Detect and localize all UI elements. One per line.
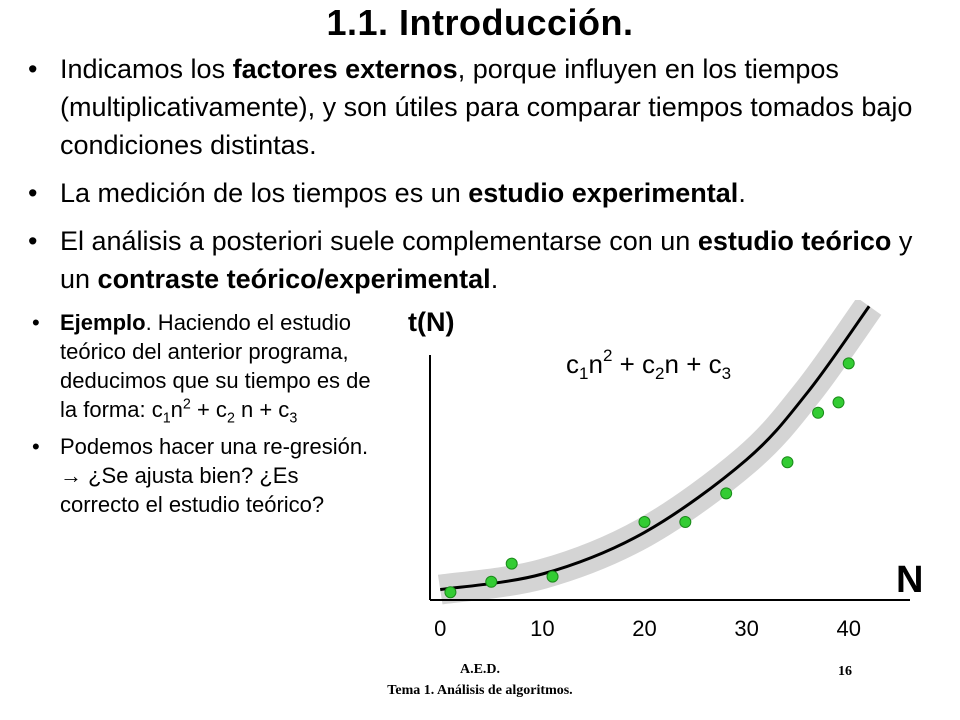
x-tick-label: 10 (530, 616, 554, 641)
bullet-dot: • (32, 310, 40, 335)
data-point (505, 557, 518, 570)
bullet-dot: • (28, 178, 38, 208)
main-bullet-list: • Indicamos los factores externos, porqu… (28, 50, 938, 308)
example-label: Ejemplo (60, 310, 146, 335)
footer-course: A.E.D. (459, 662, 501, 677)
data-point (720, 487, 733, 500)
bullet-dot: • (28, 54, 38, 84)
bullet-estudio-experimental: • La medición de los tiempos es un estud… (28, 174, 938, 212)
data-point (812, 406, 825, 419)
data-point (485, 575, 498, 588)
footer-subtitle: Tema 1. Análisis de algoritmos. (387, 683, 573, 698)
data-point (638, 516, 651, 528)
bullet-dot: • (32, 434, 40, 459)
x-tick-label: 20 (632, 616, 656, 641)
emphasis-contraste: contraste teórico/experimental (97, 264, 491, 294)
y-axis-label: t(N) (408, 307, 454, 337)
emphasis-estudio-experimental: estudio experimental (468, 178, 739, 208)
example-bullet-list: • Ejemplo. Haciendo el estudio teórico d… (32, 308, 372, 527)
regression-chart: t(N) N c1n2 + c2n + c3 0 10 20 30 40 (408, 300, 923, 641)
data-point (444, 586, 457, 599)
bullet-ejemplo: • Ejemplo. Haciendo el estudio teórico d… (32, 310, 371, 427)
x-tick-label: 30 (734, 616, 758, 641)
bullet-regresion: • Podemos hacer una re-gresión. → ¿Se aj… (32, 434, 369, 517)
example-formula: c1n2 + c2 n + c3 (151, 396, 298, 427)
bullet-analisis-posteriori: • El análisis a posteriori suele complem… (28, 222, 938, 298)
data-points (444, 357, 855, 599)
x-tick-labels: 0 10 20 30 40 (434, 616, 861, 641)
data-point (679, 516, 692, 528)
emphasis-factores-externos: factores externos (232, 54, 458, 84)
fit-curve (439, 305, 871, 592)
x-axis-label: N (896, 559, 923, 601)
fit-curve-layer (439, 305, 871, 592)
data-point (546, 570, 559, 583)
curve-formula-label: c1n2 + c2n + c3 (566, 346, 731, 383)
data-point (842, 357, 855, 370)
bullet-dot: • (28, 226, 38, 256)
page-number: 16 (838, 664, 852, 679)
slide-title: 1.1. Introducción. (326, 2, 634, 43)
emphasis-estudio-teorico: estudio teórico (697, 226, 892, 256)
x-tick-label: 0 (434, 616, 446, 641)
data-point (781, 456, 794, 469)
x-tick-label: 40 (836, 616, 860, 641)
bullet-factores-externos: • Indicamos los factores externos, porqu… (28, 50, 938, 164)
arrow-right-icon: → (60, 463, 82, 488)
data-point (832, 396, 845, 409)
